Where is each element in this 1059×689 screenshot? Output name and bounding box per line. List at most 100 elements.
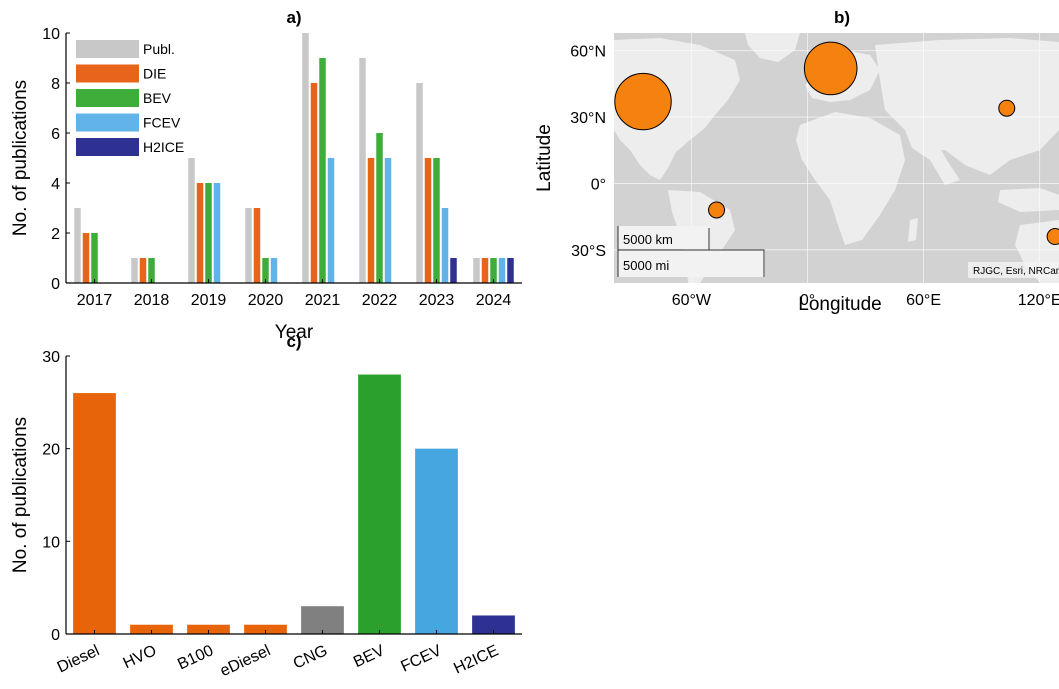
bar-publ-2024 xyxy=(473,258,480,283)
chart-b-x-label: Longitude xyxy=(798,294,881,315)
chart-b-x-ticks: 60°W 0° 60°E 120°E xyxy=(672,292,1059,309)
chart-a-bars xyxy=(74,33,514,283)
lat-tick-label: 30°S xyxy=(571,243,606,260)
bar-bev-2020 xyxy=(262,258,269,283)
chart-a: a) Publ. DIE BEV FCEV H2ICE 0 2 4 6 8 10 2017 2018… xyxy=(10,8,522,343)
bar-bev-2022 xyxy=(376,133,383,283)
x-tick-label: 2023 xyxy=(419,292,455,309)
x-tick-label: CNG xyxy=(291,642,330,672)
y-tick-label: 6 xyxy=(51,126,60,143)
bar-hvo xyxy=(130,624,173,634)
map-attribution: RJGC, Esri, NRCan xyxy=(973,266,1059,277)
lon-tick-label: 60°E xyxy=(906,292,941,309)
x-tick-label: 2018 xyxy=(134,292,170,309)
bar-die-2018 xyxy=(139,258,147,283)
chart-a-legend: Publ. DIE BEV FCEV H2ICE xyxy=(76,40,184,156)
bar-fcev-2024 xyxy=(498,258,506,283)
chart-c-bars xyxy=(73,374,515,634)
bar-publ-2023 xyxy=(416,83,423,283)
bar-h2ice xyxy=(472,615,515,634)
bar-bev-2017 xyxy=(91,233,98,283)
legend-swatch-bev xyxy=(76,89,139,107)
bar-publ-2020 xyxy=(245,208,252,283)
x-tick-label: HVO xyxy=(121,642,160,672)
legend-label-bev: BEV xyxy=(143,90,172,106)
chart-b-y-ticks: 60°N 30°N 0° 30°S xyxy=(570,44,606,260)
bar-publ-2018 xyxy=(131,258,138,283)
bar-die-2019 xyxy=(196,183,204,283)
chart-c-title: c) xyxy=(286,332,301,351)
bar-bev-2021 xyxy=(319,58,326,283)
x-tick-label: Diesel xyxy=(55,642,102,676)
bar-die-2020 xyxy=(253,208,261,283)
land-africa xyxy=(796,112,905,245)
bar-die-2017 xyxy=(82,233,90,283)
bar-die-2021 xyxy=(310,83,318,283)
bar-fcev-2020 xyxy=(270,258,278,283)
chart-a-y-ticks: 0 2 4 6 8 10 xyxy=(42,26,70,293)
chart-c-x-ticks: Diesel HVO B100 eDiesel CNG BEV FCEV H2ICE xyxy=(55,630,501,680)
legend-swatch-die xyxy=(76,64,139,83)
x-tick-label: 2020 xyxy=(248,292,284,309)
bar-bev-2024 xyxy=(490,258,497,283)
scalebar-lines xyxy=(617,226,765,277)
land-greenland xyxy=(745,33,800,62)
bar-die-2022 xyxy=(367,158,375,283)
x-tick-label: eDiesel xyxy=(218,642,274,680)
map-marker xyxy=(1046,228,1059,246)
bar-die-2024 xyxy=(481,258,489,283)
bar-fcev-2023 xyxy=(441,208,449,283)
bar-fcev xyxy=(415,448,458,634)
y-tick-label: 2 xyxy=(51,226,60,243)
chart-a-y-label: No. of publications xyxy=(10,80,31,236)
bar-publ-2022 xyxy=(359,58,366,283)
bar-h2ice-2023 xyxy=(450,258,457,283)
y-tick-label: 0 xyxy=(51,276,60,293)
map-marker xyxy=(614,72,672,131)
y-tick-label: 8 xyxy=(51,76,60,93)
chart-b: b) xyxy=(534,8,1059,315)
x-tick-label: H2ICE xyxy=(451,642,501,677)
x-tick-label: 2022 xyxy=(362,292,398,309)
map-marker xyxy=(998,99,1016,117)
bar-fcev-2021 xyxy=(327,158,335,283)
bar-publ-2021 xyxy=(302,33,309,283)
land-madagascar xyxy=(908,218,918,242)
lat-tick-label: 60°N xyxy=(570,44,606,61)
bar-fcev-2022 xyxy=(384,158,392,283)
y-tick-label: 10 xyxy=(42,26,60,43)
x-tick-label: 2021 xyxy=(305,292,341,309)
chart-c: c) 0 10 20 30 Diesel HVO B100 eDiesel CNG BEV FCE… xyxy=(10,332,522,680)
chart-a-title: a) xyxy=(286,8,301,27)
bar-die-2023 xyxy=(424,158,432,283)
bar-diesel xyxy=(73,393,116,634)
chart-c-y-ticks: 0 10 20 30 xyxy=(42,349,70,644)
map-marker xyxy=(708,201,726,219)
chart-c-y-label: No. of publications xyxy=(10,417,31,573)
bar-bev-2023 xyxy=(433,158,440,283)
y-tick-label: 4 xyxy=(51,176,60,193)
scalebar-km-label: 5000 km xyxy=(623,232,673,247)
legend-label-fcev: FCEV xyxy=(143,115,181,131)
lon-tick-label: 120°E xyxy=(1018,292,1059,309)
lat-tick-label: 30°N xyxy=(570,110,606,127)
chart-a-x-ticks: 2017 2018 2019 2020 2021 2022 2023 2024 xyxy=(77,279,511,309)
chart-b-title: b) xyxy=(834,8,850,27)
land-indonesia xyxy=(998,188,1059,212)
attribution-box xyxy=(968,262,1059,278)
chart-b-y-label: Latitude xyxy=(534,124,555,192)
map-marker xyxy=(803,41,858,96)
x-tick-label: BEV xyxy=(351,642,387,671)
scalebar-km-box xyxy=(618,226,710,249)
bar-bev-2018 xyxy=(148,258,155,283)
bar-cng xyxy=(301,606,344,634)
legend-swatch-fcev xyxy=(76,113,139,132)
x-tick-label: 2017 xyxy=(77,292,113,309)
legend-label-die: DIE xyxy=(143,66,166,82)
x-tick-label: FCEV xyxy=(398,642,444,676)
x-tick-label: 2019 xyxy=(191,292,227,309)
scalebar-mi-box xyxy=(618,250,765,277)
bar-publ-2017 xyxy=(74,208,81,283)
lat-tick-label: 0° xyxy=(591,176,606,193)
